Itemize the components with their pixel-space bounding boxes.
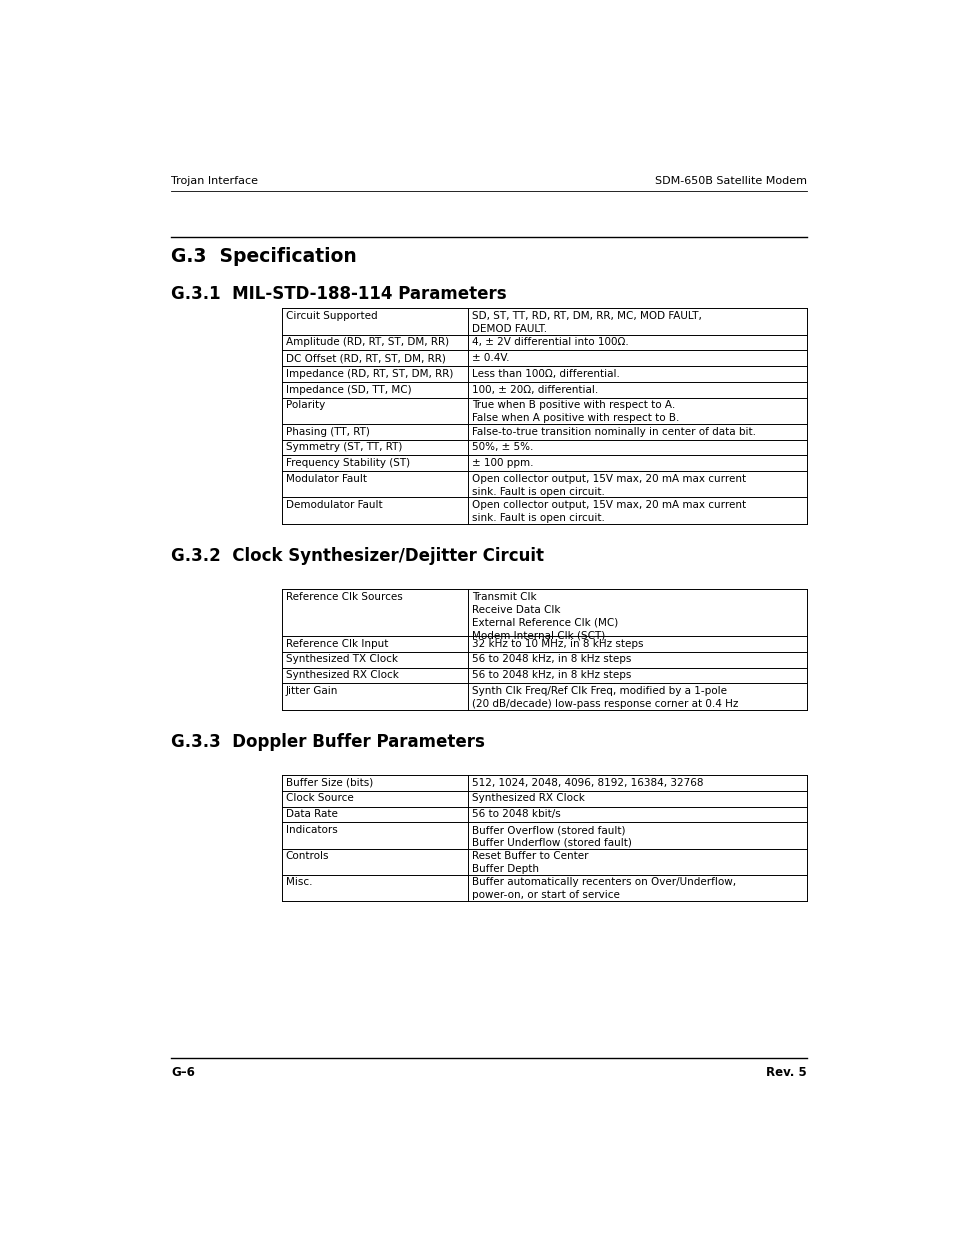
Text: Transmit Clk
Receive Data Clk
External Reference Clk (MC)
Modem Internal Clk (SC: Transmit Clk Receive Data Clk External R… bbox=[472, 592, 618, 640]
Text: 56 to 2048 kHz, in 8 kHz steps: 56 to 2048 kHz, in 8 kHz steps bbox=[472, 655, 631, 664]
Text: Impedance (RD, RT, ST, DM, RR): Impedance (RD, RT, ST, DM, RR) bbox=[286, 369, 453, 379]
Text: Amplitude (RD, RT, ST, DM, RR): Amplitude (RD, RT, ST, DM, RR) bbox=[286, 337, 449, 347]
Text: 56 to 2048 kbit/s: 56 to 2048 kbit/s bbox=[472, 809, 560, 819]
Text: 100, ± 20Ω, differential.: 100, ± 20Ω, differential. bbox=[472, 384, 598, 395]
Text: Circuit Supported: Circuit Supported bbox=[286, 311, 377, 321]
Text: Frequency Stability (ST): Frequency Stability (ST) bbox=[286, 458, 410, 468]
Text: Open collector output, 15V max, 20 mA max current
sink. Fault is open circuit.: Open collector output, 15V max, 20 mA ma… bbox=[472, 500, 745, 522]
Text: Synthesized RX Clock: Synthesized RX Clock bbox=[286, 671, 398, 680]
Text: Misc.: Misc. bbox=[286, 877, 312, 888]
Text: Synthesized TX Clock: Synthesized TX Clock bbox=[286, 655, 397, 664]
Text: DC Offset (RD, RT, ST, DM, RR): DC Offset (RD, RT, ST, DM, RR) bbox=[286, 353, 445, 363]
Text: Data Rate: Data Rate bbox=[286, 809, 337, 819]
Text: Reference Clk Sources: Reference Clk Sources bbox=[286, 592, 402, 601]
Text: 4, ± 2V differential into 100Ω.: 4, ± 2V differential into 100Ω. bbox=[472, 337, 628, 347]
Text: Reset Buffer to Center
Buffer Depth: Reset Buffer to Center Buffer Depth bbox=[472, 851, 588, 874]
Text: Clock Source: Clock Source bbox=[286, 793, 354, 804]
Text: Rev. 5: Rev. 5 bbox=[765, 1066, 806, 1079]
Text: True when B positive with respect to A.
False when A positive with respect to B.: True when B positive with respect to A. … bbox=[472, 400, 679, 424]
Text: Demodulator Fault: Demodulator Fault bbox=[286, 500, 382, 510]
Text: 50%, ± 5%.: 50%, ± 5%. bbox=[472, 442, 533, 452]
Text: ± 0.4V.: ± 0.4V. bbox=[472, 353, 509, 363]
Text: Buffer Size (bits): Buffer Size (bits) bbox=[286, 778, 373, 788]
Text: Reference Clk Input: Reference Clk Input bbox=[286, 638, 388, 648]
Text: Jitter Gain: Jitter Gain bbox=[286, 687, 338, 697]
Text: G.3.1  MIL-STD-188-114 Parameters: G.3.1 MIL-STD-188-114 Parameters bbox=[171, 285, 506, 304]
Text: Synth Clk Freq/Ref Clk Freq, modified by a 1-pole
(20 dB/decade) low-pass respon: Synth Clk Freq/Ref Clk Freq, modified by… bbox=[472, 687, 738, 709]
Text: Controls: Controls bbox=[286, 851, 329, 861]
Text: Trojan Interface: Trojan Interface bbox=[171, 175, 258, 186]
Text: Buffer automatically recenters on Over/Underflow,
power-on, or start of service: Buffer automatically recenters on Over/U… bbox=[472, 877, 736, 900]
Text: Buffer Overflow (stored fault)
Buffer Underflow (stored fault): Buffer Overflow (stored fault) Buffer Un… bbox=[472, 825, 631, 848]
Text: Less than 100Ω, differential.: Less than 100Ω, differential. bbox=[472, 369, 619, 379]
Text: Impedance (SD, TT, MC): Impedance (SD, TT, MC) bbox=[286, 384, 411, 395]
Text: ± 100 ppm.: ± 100 ppm. bbox=[472, 458, 533, 468]
Text: 32 kHz to 10 MHz, in 8 kHz steps: 32 kHz to 10 MHz, in 8 kHz steps bbox=[472, 638, 643, 648]
Text: SDM-650B Satellite Modem: SDM-650B Satellite Modem bbox=[654, 175, 806, 186]
Text: SD, ST, TT, RD, RT, DM, RR, MC, MOD FAULT,
DEMOD FAULT.: SD, ST, TT, RD, RT, DM, RR, MC, MOD FAUL… bbox=[472, 311, 701, 333]
Text: G.3  Specification: G.3 Specification bbox=[171, 247, 356, 266]
Text: Open collector output, 15V max, 20 mA max current
sink. Fault is open circuit.: Open collector output, 15V max, 20 mA ma… bbox=[472, 474, 745, 496]
Text: Symmetry (ST, TT, RT): Symmetry (ST, TT, RT) bbox=[286, 442, 402, 452]
Text: Modulator Fault: Modulator Fault bbox=[286, 474, 367, 484]
Text: 512, 1024, 2048, 4096, 8192, 16384, 32768: 512, 1024, 2048, 4096, 8192, 16384, 3276… bbox=[472, 778, 703, 788]
Text: G.3.3  Doppler Buffer Parameters: G.3.3 Doppler Buffer Parameters bbox=[171, 732, 484, 751]
Text: 56 to 2048 kHz, in 8 kHz steps: 56 to 2048 kHz, in 8 kHz steps bbox=[472, 671, 631, 680]
Text: Polarity: Polarity bbox=[286, 400, 325, 410]
Text: Indicators: Indicators bbox=[286, 825, 337, 835]
Text: Synthesized RX Clock: Synthesized RX Clock bbox=[472, 793, 584, 804]
Text: False-to-true transition nominally in center of data bit.: False-to-true transition nominally in ce… bbox=[472, 426, 756, 436]
Text: G.3.2  Clock Synthesizer/Dejitter Circuit: G.3.2 Clock Synthesizer/Dejitter Circuit bbox=[171, 547, 543, 564]
Text: G–6: G–6 bbox=[171, 1066, 194, 1079]
Text: Phasing (TT, RT): Phasing (TT, RT) bbox=[286, 426, 370, 436]
